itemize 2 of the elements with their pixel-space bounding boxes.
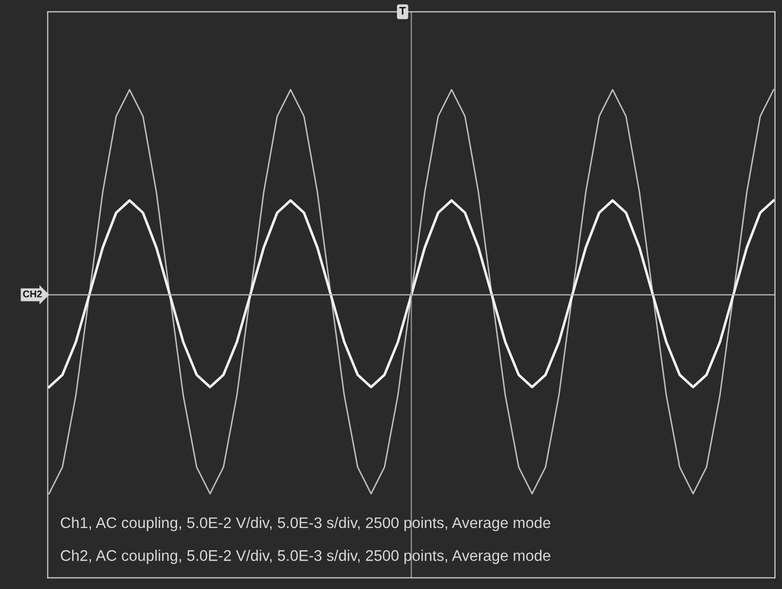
ref-line-label: CH2	[23, 290, 42, 298]
text: T	[399, 7, 406, 15]
